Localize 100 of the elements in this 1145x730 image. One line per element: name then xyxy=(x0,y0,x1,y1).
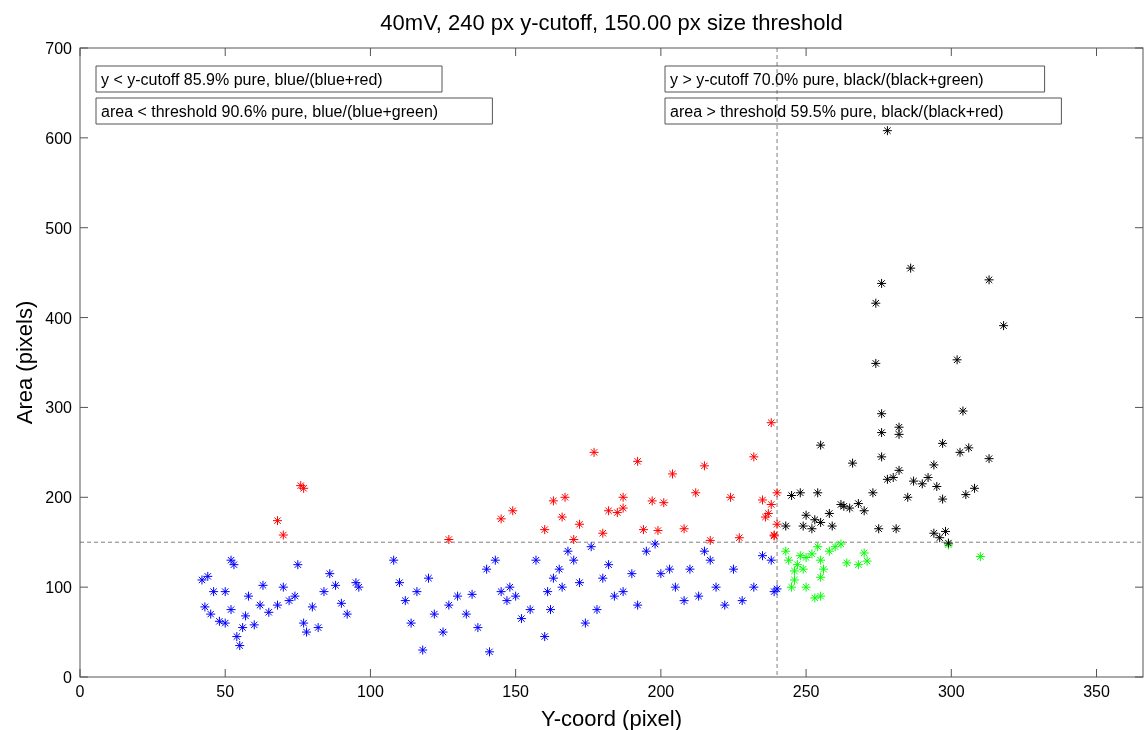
x-tick-label: 300 xyxy=(937,683,965,700)
point xyxy=(679,523,690,534)
point xyxy=(873,523,884,534)
point xyxy=(734,532,745,543)
y-tick-label: 300 xyxy=(45,399,73,417)
x-tick-label: 0 xyxy=(75,683,85,700)
point xyxy=(844,503,855,514)
point xyxy=(960,489,971,500)
point xyxy=(786,490,797,501)
point xyxy=(870,358,881,369)
point xyxy=(272,515,283,526)
point xyxy=(792,559,803,570)
point xyxy=(760,512,771,523)
point xyxy=(824,508,835,519)
point xyxy=(905,263,916,274)
point xyxy=(539,524,550,535)
point xyxy=(841,557,852,568)
point xyxy=(830,541,841,552)
annotation: area < threshold 90.6% pure, blue/(blue+green) xyxy=(101,103,439,120)
point xyxy=(955,447,966,458)
point xyxy=(658,497,669,508)
point xyxy=(612,507,623,518)
point xyxy=(853,559,864,570)
point xyxy=(937,494,948,505)
point xyxy=(647,495,658,506)
y-axis-title: Area (pixels) xyxy=(12,300,37,425)
point xyxy=(975,551,986,562)
point xyxy=(867,487,878,498)
point xyxy=(908,476,919,487)
point xyxy=(603,505,614,516)
x-tick-label: 50 xyxy=(216,683,235,700)
point xyxy=(952,354,963,365)
point xyxy=(882,474,893,485)
x-axis-title: Y-coord (pixel) xyxy=(540,706,683,730)
point xyxy=(812,487,823,498)
y-tick-label: 200 xyxy=(45,489,73,507)
point xyxy=(574,519,585,530)
point xyxy=(876,427,887,438)
point xyxy=(824,546,835,557)
point xyxy=(862,556,873,567)
point xyxy=(815,517,826,528)
annotation: y > y-cutoff 70.0% pure, black/(black+green) xyxy=(670,71,984,88)
point xyxy=(984,274,995,285)
point xyxy=(568,534,579,545)
y-tick-label: 100 xyxy=(45,579,73,597)
point xyxy=(801,582,812,593)
point xyxy=(812,541,823,552)
x-tick-label: 250 xyxy=(792,683,820,700)
point xyxy=(984,453,995,464)
point xyxy=(809,514,820,525)
point xyxy=(786,582,797,593)
point xyxy=(806,548,817,559)
point xyxy=(891,523,902,534)
point xyxy=(931,481,942,492)
point xyxy=(780,546,791,557)
point xyxy=(690,487,701,498)
point xyxy=(557,512,568,523)
point xyxy=(815,572,826,583)
x-tick-label: 150 xyxy=(502,683,530,700)
point xyxy=(772,519,783,530)
point xyxy=(789,565,800,576)
point xyxy=(894,465,905,476)
point xyxy=(940,526,951,537)
point xyxy=(835,539,846,550)
point xyxy=(888,472,899,483)
y-tick-label: 500 xyxy=(45,219,73,237)
annotation: y < y-cutoff 85.9% pure, blue/(blue+red) xyxy=(101,71,383,88)
point xyxy=(801,552,812,563)
point xyxy=(772,487,783,498)
point xyxy=(763,508,774,519)
point xyxy=(766,499,777,510)
point xyxy=(795,487,806,498)
point xyxy=(667,468,678,479)
point xyxy=(766,417,777,428)
point xyxy=(917,478,928,489)
point xyxy=(652,525,663,536)
point xyxy=(957,406,968,417)
x-tick-label: 100 xyxy=(357,683,384,700)
point xyxy=(928,528,939,539)
point xyxy=(815,440,826,451)
point xyxy=(998,320,1009,331)
chart-title: 40mV, 240 px y-cutoff, 150.00 px size threshold xyxy=(380,10,843,35)
point xyxy=(815,591,826,602)
point xyxy=(618,503,629,514)
point xyxy=(859,548,870,558)
point xyxy=(638,524,649,535)
point xyxy=(757,494,768,505)
y-tick-label: 600 xyxy=(45,129,73,147)
point xyxy=(496,513,507,524)
point xyxy=(876,278,887,289)
point xyxy=(876,408,887,419)
point xyxy=(969,483,980,494)
point xyxy=(876,451,887,462)
point xyxy=(870,298,881,309)
point xyxy=(894,429,905,440)
point xyxy=(699,460,710,471)
point xyxy=(809,592,820,603)
point xyxy=(589,447,600,458)
point xyxy=(818,564,829,575)
point xyxy=(632,456,643,467)
